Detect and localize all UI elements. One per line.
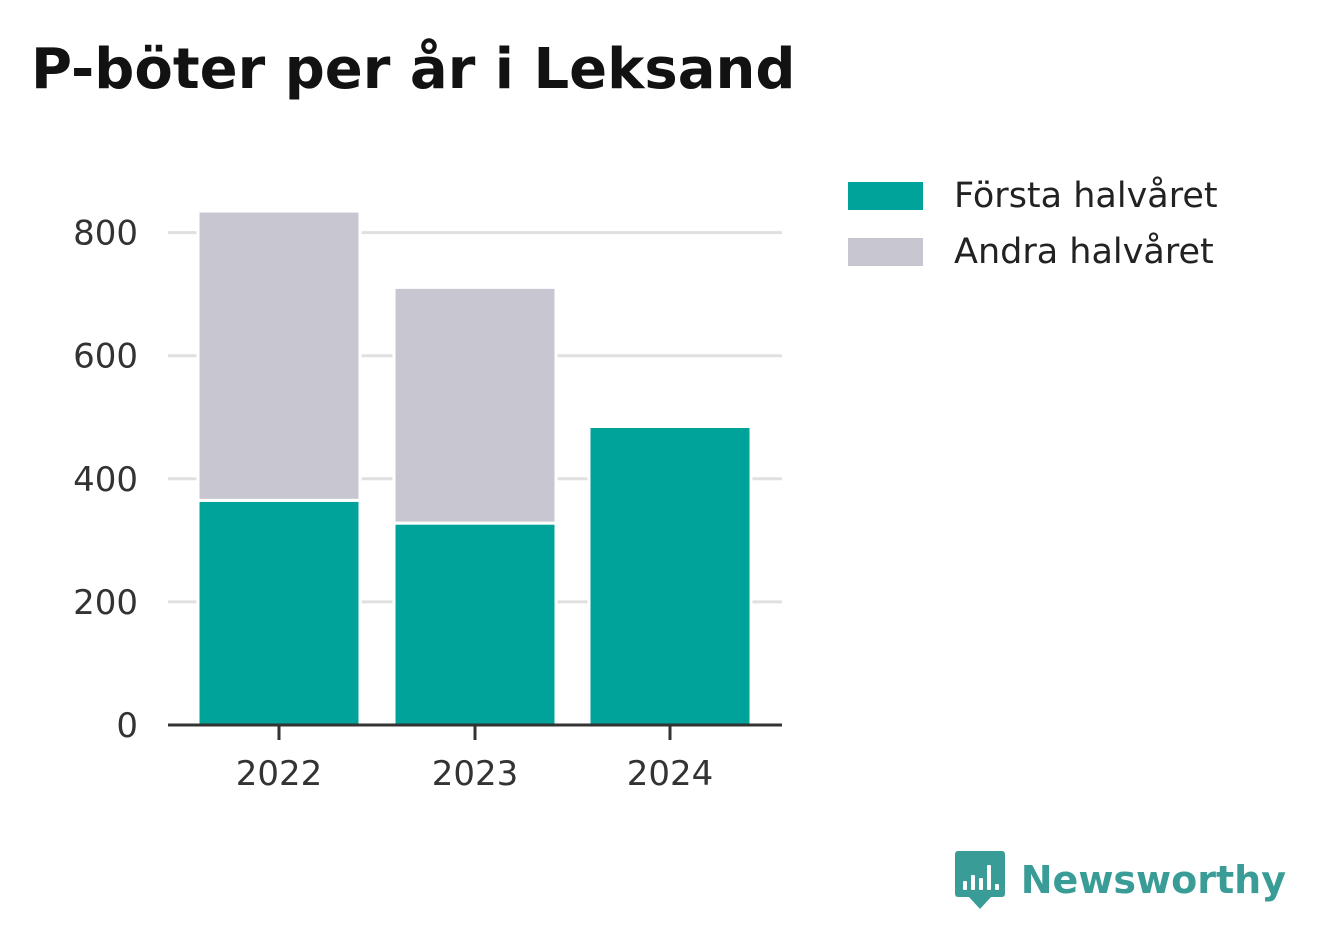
- chart-legend: Första halvåret Andra halvåret: [848, 168, 1218, 280]
- x-tick-label-2023: 2023: [432, 754, 519, 794]
- chart-title: P-böter per år i Leksand: [31, 37, 796, 102]
- stacked-bar-chart: 0 200 400 600 800 2022 2023 2024: [73, 209, 782, 794]
- bar-2022-series-2: [196, 209, 362, 502]
- y-tick-label-800: 800: [73, 214, 138, 254]
- newsworthy-logo-icon: [954, 851, 1005, 909]
- brand-footer: Newsworthy: [954, 851, 1286, 909]
- legend-swatch-series-1: [848, 182, 923, 210]
- brand-name: Newsworthy: [1020, 858, 1286, 902]
- legend-item-series-1: Första halvåret: [848, 168, 1218, 224]
- x-tick-label-2022: 2022: [236, 754, 323, 794]
- y-tick-label-0: 0: [116, 706, 138, 746]
- x-tick-label-2024: 2024: [627, 754, 714, 794]
- legend-item-series-2: Andra halvåret: [848, 224, 1218, 280]
- bar-2023-series-1: [392, 521, 558, 727]
- legend-label-series-2: Andra halvåret: [954, 232, 1214, 272]
- bar-2023-series-2: [392, 285, 558, 525]
- legend-swatch-series-2: [848, 238, 923, 266]
- bar-2022-series-1: [196, 498, 362, 727]
- legend-label-series-1: Första halvåret: [954, 176, 1218, 216]
- y-tick-label-200: 200: [73, 583, 138, 623]
- y-tick-label-400: 400: [73, 460, 138, 500]
- y-tick-label-600: 600: [73, 337, 138, 377]
- bar-2024-series-1: [587, 424, 753, 727]
